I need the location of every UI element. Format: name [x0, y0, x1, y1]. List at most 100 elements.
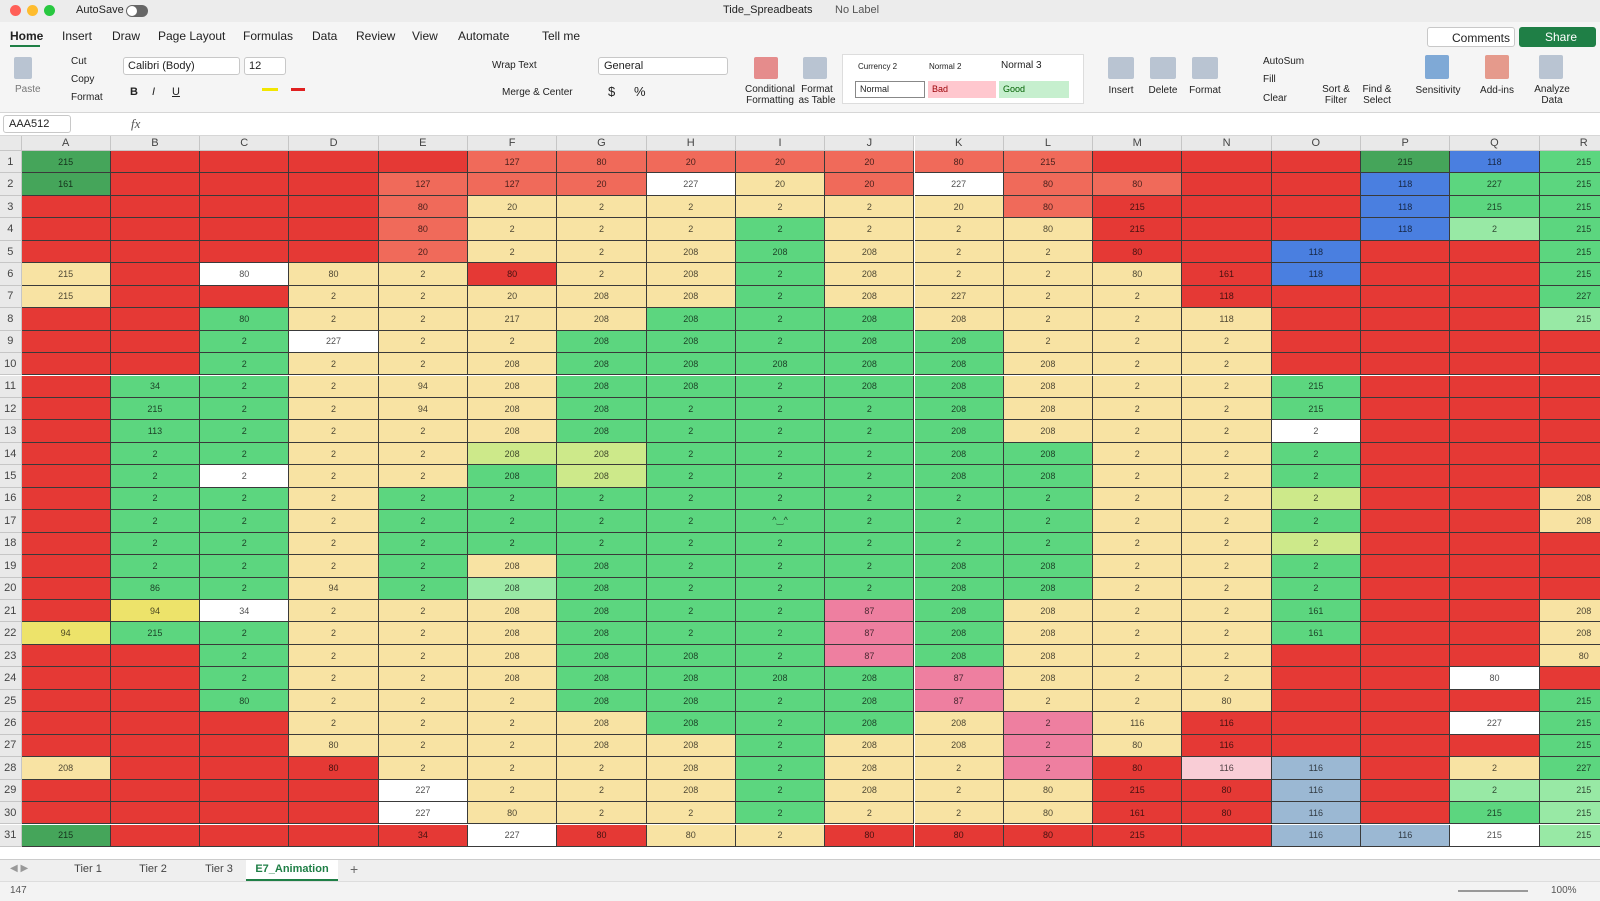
- cell[interactable]: 2: [825, 802, 915, 825]
- cell[interactable]: 113: [110, 420, 201, 443]
- row-header[interactable]: 24: [0, 667, 22, 690]
- cell[interactable]: 2: [289, 622, 379, 645]
- cell[interactable]: [1361, 375, 1451, 398]
- cell[interactable]: 161: [1093, 802, 1183, 825]
- cell[interactable]: 2: [646, 487, 736, 511]
- cell[interactable]: 2: [1093, 622, 1183, 645]
- cell[interactable]: 116: [1271, 824, 1361, 847]
- cell[interactable]: 208: [914, 308, 1004, 331]
- cell[interactable]: 2: [735, 487, 826, 511]
- cell[interactable]: 2: [1271, 532, 1361, 556]
- cell[interactable]: 2: [557, 218, 647, 241]
- cell[interactable]: 80: [914, 151, 1004, 174]
- cell[interactable]: 2: [468, 689, 558, 713]
- cell[interactable]: [21, 510, 111, 533]
- cell[interactable]: [110, 151, 201, 174]
- cell[interactable]: 80: [1003, 218, 1094, 241]
- cell[interactable]: 215: [1450, 824, 1540, 847]
- cell[interactable]: 80: [468, 802, 558, 825]
- format-painter-label[interactable]: Format: [71, 92, 103, 103]
- cell[interactable]: 2: [1093, 487, 1183, 511]
- cell[interactable]: [1450, 465, 1540, 488]
- cell[interactable]: 2: [200, 667, 290, 690]
- cell[interactable]: 80: [378, 218, 468, 241]
- cell[interactable]: 215: [1539, 734, 1600, 758]
- cell[interactable]: [1539, 465, 1600, 488]
- cell[interactable]: [289, 173, 379, 196]
- cell[interactable]: 2: [1093, 667, 1183, 690]
- cell[interactable]: 20: [468, 285, 558, 309]
- cell[interactable]: 2: [1003, 757, 1094, 780]
- cell[interactable]: 208: [914, 397, 1004, 421]
- row-header[interactable]: 10: [0, 353, 22, 376]
- cell[interactable]: 208: [1003, 375, 1094, 398]
- cell[interactable]: [21, 375, 111, 398]
- paste-icon[interactable]: [14, 57, 32, 79]
- cell[interactable]: 2: [289, 532, 379, 556]
- cell[interactable]: 20: [557, 173, 647, 196]
- cell[interactable]: 2: [735, 285, 826, 309]
- cell[interactable]: [21, 644, 111, 668]
- cell[interactable]: 116: [1182, 757, 1272, 780]
- cell[interactable]: 208: [468, 397, 558, 421]
- cell[interactable]: 118: [1271, 240, 1361, 264]
- cell[interactable]: 215: [1539, 195, 1600, 219]
- font-box[interactable]: Calibri (Body): [123, 57, 240, 75]
- paste-label[interactable]: Paste: [15, 84, 41, 95]
- cell[interactable]: [1182, 151, 1272, 174]
- cell[interactable]: 2: [289, 285, 379, 309]
- cell[interactable]: 80: [289, 734, 379, 758]
- cell[interactable]: 2: [289, 397, 379, 421]
- cell[interactable]: [110, 308, 201, 331]
- cell[interactable]: 208: [557, 308, 647, 331]
- row-header[interactable]: 21: [0, 600, 22, 623]
- cell[interactable]: [1450, 622, 1540, 645]
- row-header[interactable]: 28: [0, 757, 22, 780]
- cell[interactable]: 2: [735, 375, 826, 398]
- cell[interactable]: 2: [468, 779, 558, 803]
- cell[interactable]: 2: [289, 420, 379, 443]
- cell[interactable]: 2: [735, 465, 826, 488]
- cell[interactable]: 215: [1093, 824, 1183, 847]
- cell[interactable]: [1271, 195, 1361, 219]
- cell[interactable]: 2: [735, 802, 826, 825]
- cell[interactable]: 215: [1539, 218, 1600, 241]
- cell[interactable]: 2: [646, 465, 736, 488]
- row-header[interactable]: 29: [0, 779, 22, 803]
- format-as-table[interactable]: Format as Table: [798, 84, 835, 106]
- cell[interactable]: 208: [557, 375, 647, 398]
- sheet-tab[interactable]: Tier 3: [205, 863, 233, 875]
- cell[interactable]: 215: [1539, 263, 1600, 286]
- cell[interactable]: 127: [468, 151, 558, 174]
- cell[interactable]: 208: [914, 622, 1004, 645]
- cell[interactable]: 215: [1003, 151, 1094, 174]
- cell[interactable]: 2: [735, 734, 826, 758]
- cell[interactable]: 215: [1361, 151, 1451, 174]
- cell[interactable]: 2: [1003, 263, 1094, 286]
- cell[interactable]: 2: [378, 577, 468, 600]
- cell[interactable]: 2: [1003, 330, 1094, 354]
- cell[interactable]: [1361, 712, 1451, 735]
- cell[interactable]: 2: [914, 240, 1004, 264]
- cell[interactable]: 80: [1093, 734, 1183, 758]
- cell[interactable]: 2: [468, 330, 558, 354]
- cell[interactable]: 208: [557, 420, 647, 443]
- cell[interactable]: 2: [1093, 442, 1183, 466]
- sheet-tab[interactable]: Tier 2: [139, 863, 167, 875]
- cell[interactable]: 2: [1182, 644, 1272, 668]
- cell[interactable]: 2: [735, 600, 826, 623]
- cell[interactable]: 208: [646, 263, 736, 286]
- cell[interactable]: 2: [646, 442, 736, 466]
- cell[interactable]: [110, 667, 201, 690]
- format-icon[interactable]: [1192, 57, 1218, 79]
- cell[interactable]: 208: [646, 712, 736, 735]
- zoom-level[interactable]: 100%: [1551, 885, 1577, 896]
- cell[interactable]: [110, 173, 201, 196]
- cell[interactable]: [200, 734, 290, 758]
- cell[interactable]: [1271, 330, 1361, 354]
- menu-tab[interactable]: Automate: [458, 29, 510, 43]
- cell[interactable]: 2: [557, 802, 647, 825]
- cell[interactable]: 2: [646, 577, 736, 600]
- row-header[interactable]: 20: [0, 577, 22, 600]
- cell[interactable]: 80: [1093, 173, 1183, 196]
